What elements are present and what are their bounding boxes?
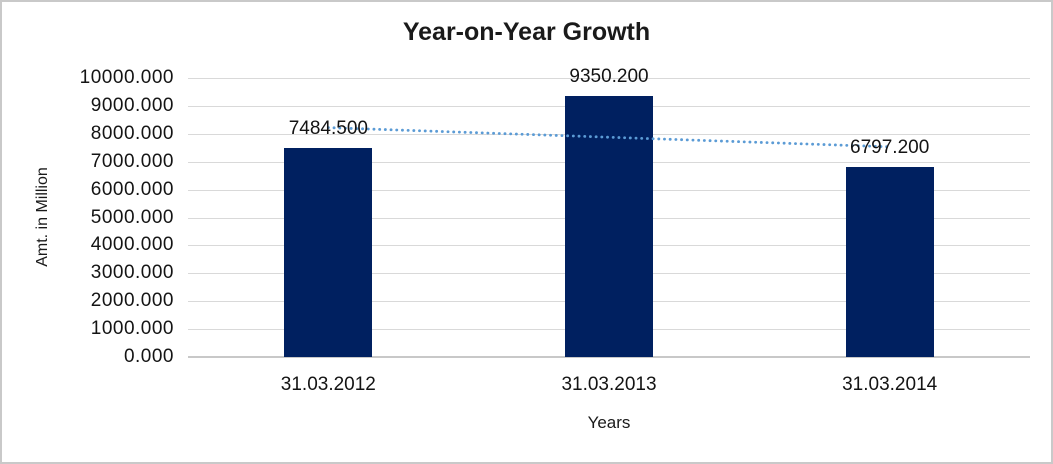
y-tick-label: 8000.000	[90, 122, 174, 144]
x-axis-line	[188, 356, 1030, 358]
chart-title: Year-on-Year Growth	[402, 18, 651, 46]
x-axis-title: Years	[587, 413, 631, 432]
bar-31-03-2013	[565, 96, 653, 357]
x-tick-label: 31.03.2012	[280, 374, 376, 395]
y-tick-label: 0.000	[123, 346, 174, 367]
bar-31-03-2014	[845, 167, 934, 357]
y-tick-label: 10000.000	[79, 67, 174, 88]
bar-value-label: 6797.200	[850, 137, 930, 159]
y-tick-label: 2000.000	[90, 290, 174, 312]
x-tick-label: 31.03.2013	[561, 374, 657, 395]
y-tick-label: 1000.000	[90, 318, 174, 340]
y-tick-label: 5000.000	[90, 206, 174, 228]
bar-value-label: 9350.200	[569, 66, 649, 88]
y-tick-label: 7000.000	[90, 150, 174, 172]
y-tick-label: 9000.000	[90, 94, 174, 116]
bar-31-03-2012	[284, 148, 373, 357]
x-tick-label: 31.03.2014	[842, 374, 938, 395]
y-tick-label: 6000.000	[90, 178, 174, 200]
y-tick-label: 4000.000	[90, 234, 174, 256]
y-tick-label: 3000.000	[90, 262, 174, 284]
bar-value-label: 7484.500	[288, 118, 368, 140]
gridline	[188, 78, 1030, 79]
plot-area	[188, 78, 1030, 358]
